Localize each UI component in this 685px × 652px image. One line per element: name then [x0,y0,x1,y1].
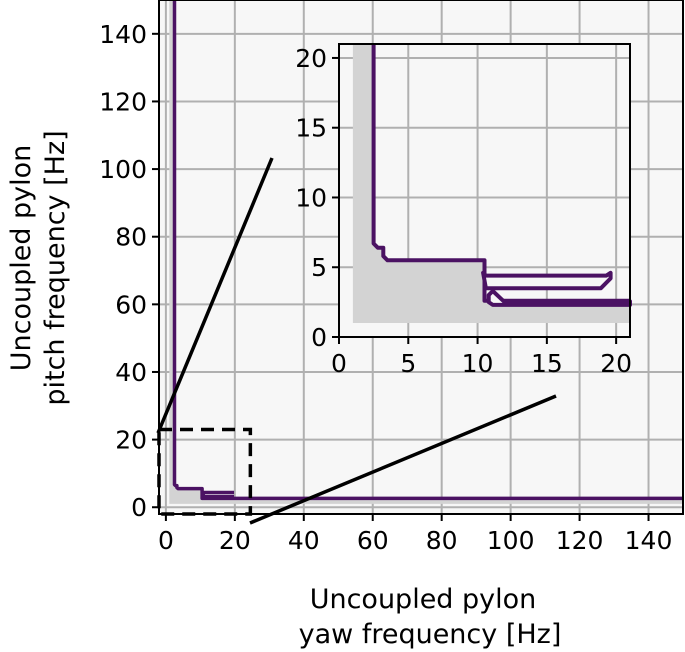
main-y-tick-label-3: 60 [115,290,147,319]
zoom-connector-upper [156,157,274,434]
x-axis-label-line2: yaw frequency [Hz] [299,619,562,650]
main-y-ticks: 0 20 40 60 80 100 120 140 [99,20,159,522]
main-x-tick-label-6: 120 [556,526,604,555]
inset-island-outline [481,270,613,291]
main-y-tick-label-2: 40 [115,358,147,387]
inset-stable-region [352,44,630,323]
main-y-tick-label-6: 120 [99,87,147,116]
inset-island-outline-lower [486,289,632,307]
main-x-tick-label-4: 80 [426,526,458,555]
main-x-tick-label-3: 60 [357,526,389,555]
inset-x-tick-label-2: 10 [462,349,494,378]
inset-axes: 0 5 10 15 20 0 5 10 15 20 [295,43,632,378]
inset-x-tick-label-1: 5 [400,349,416,378]
y-axis-label-line2: pitch frequency [Hz] [40,130,71,405]
inset-y-tick-label-2: 10 [295,183,327,212]
zoom-connector-lower [249,394,557,525]
main-x-tick-label-7: 140 [625,526,673,555]
inset-y-tick-label-3: 15 [295,114,327,143]
main-y-tick-label-0: 0 [131,493,147,522]
inset-axes-frame [338,43,631,338]
y-axis-label-line1: Uncoupled pylon [6,145,37,372]
main-y-tick-label-1: 20 [115,426,147,455]
inset-y-tick-label-1: 5 [311,253,327,282]
main-y-tick-label-5: 100 [99,155,147,184]
main-x-tick-label-5: 100 [487,526,535,555]
inset-x-tick-label-3: 15 [531,349,563,378]
inset-y-tick-label-0: 0 [311,323,327,352]
main-x-tick-label-0: 0 [158,526,174,555]
main-x-tick-label-2: 40 [288,526,320,555]
main-x-tick-label-1: 20 [219,526,251,555]
inset-y-tick-label-4: 20 [295,44,327,73]
main-y-tick-label-4: 80 [115,223,147,252]
x-axis-label-line1: Uncoupled pylon [310,584,537,615]
inset-y-ticks: 0 5 10 15 20 [295,44,339,352]
inset-x-tick-label-4: 20 [600,349,632,378]
inset-x-ticks: 0 5 10 15 20 [331,337,632,378]
main-island-region [200,487,235,501]
inset-x-tick-label-0: 0 [331,349,347,378]
main-x-ticks: 0 20 40 60 80 100 120 140 [158,514,672,555]
main-y-tick-label-7: 140 [99,20,147,49]
main-axes-frame [158,0,684,515]
